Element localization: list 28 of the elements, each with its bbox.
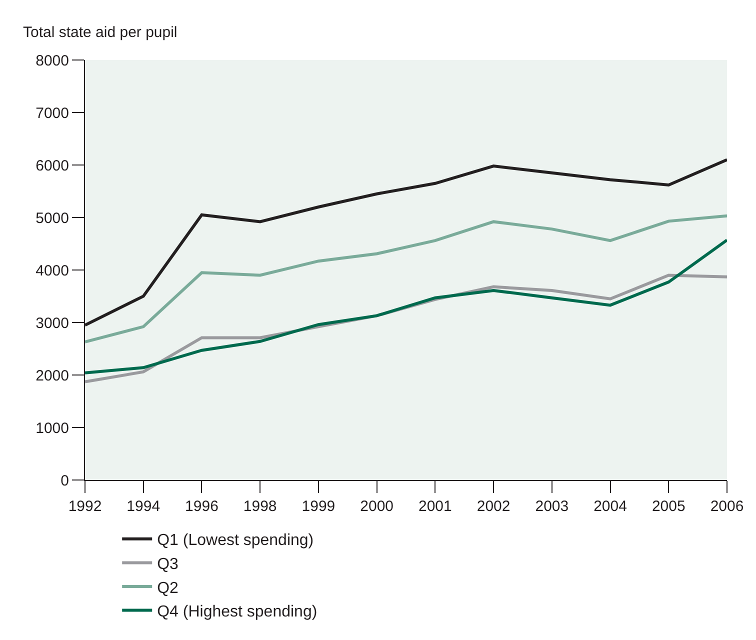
- x-tick-label: 2006: [710, 498, 744, 515]
- y-tick-label: 8000: [36, 52, 69, 70]
- x-tick-label: 2001: [418, 498, 452, 515]
- x-tick-label: 1996: [185, 498, 218, 515]
- x-tick-label: 1994: [126, 498, 160, 515]
- legend-label: Q1 (Lowest spending): [157, 532, 314, 550]
- y-tick-label: 4000: [36, 262, 69, 280]
- x-tick-label: 2005: [652, 498, 686, 515]
- x-tick-label: 1998: [243, 498, 277, 515]
- y-tick-label: 3000: [36, 314, 69, 332]
- x-tick-label: 2004: [594, 498, 627, 515]
- x-tick-label: 2000: [360, 498, 394, 515]
- legend-label: Q2: [157, 580, 179, 597]
- y-tick-label: 2000: [36, 367, 69, 384]
- x-tick-label: 2002: [476, 498, 510, 515]
- y-tick-label: 6000: [36, 157, 69, 174]
- x-tick-label: 1992: [68, 498, 102, 515]
- line-series: [85, 214, 727, 344]
- y-tick-label: 5000: [36, 210, 69, 227]
- legend-label: Q3: [157, 556, 179, 573]
- legend-label: Q4 (Highest spending): [157, 604, 318, 621]
- x-tick-label: 2003: [535, 498, 569, 515]
- line-series: [85, 238, 727, 374]
- y-tick-label: 1000: [36, 420, 69, 437]
- y-tick-label: 7000: [36, 104, 69, 122]
- y-axis-title: Total state aid per pupil: [23, 24, 178, 41]
- y-tick-label: 0: [60, 472, 69, 490]
- x-tick-label: 1999: [302, 498, 336, 515]
